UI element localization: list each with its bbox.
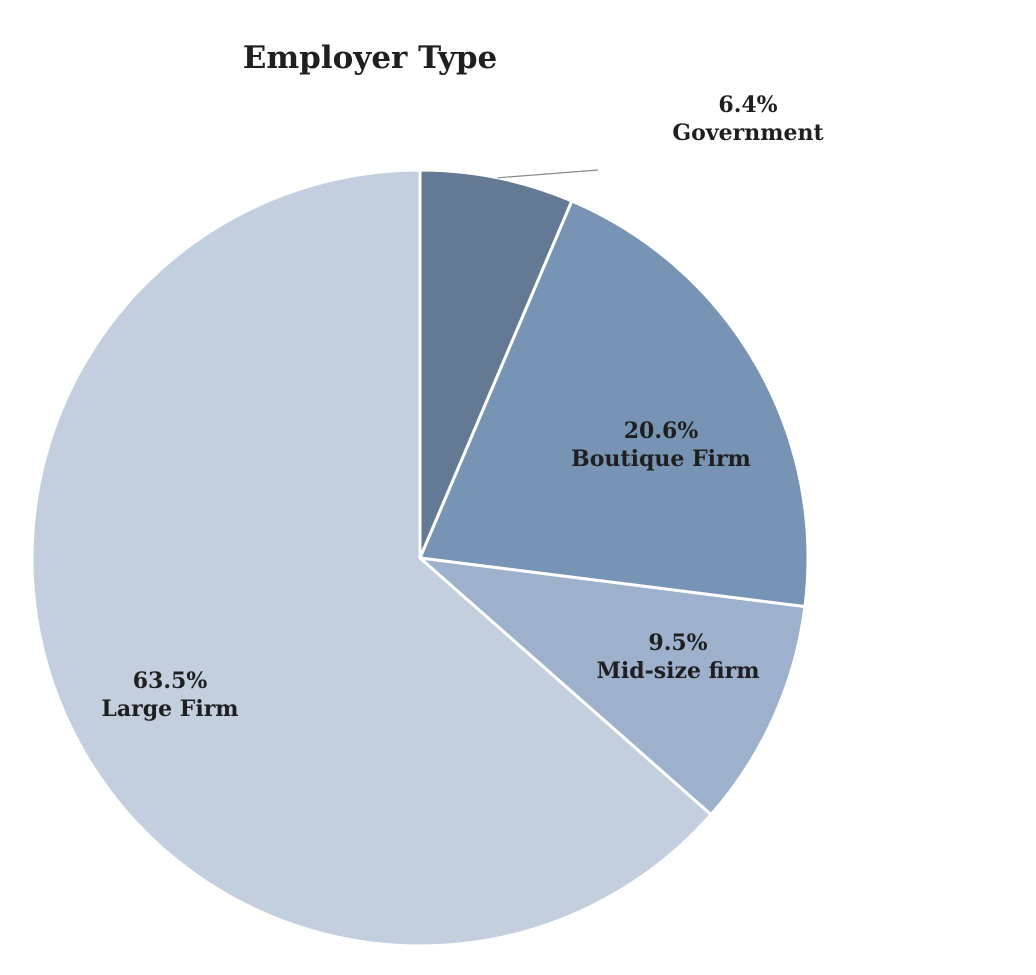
slice-category-label-boutique-firm: Boutique Firm xyxy=(571,446,751,472)
pie-slice-boutique-firm xyxy=(418,199,810,609)
chart-title: Employer Type xyxy=(243,40,498,76)
slice-category-label-large-firm: Large Firm xyxy=(101,696,238,722)
pie-slice-mid-size-firm xyxy=(418,556,807,817)
leader-line-government xyxy=(497,169,599,179)
pie-slices xyxy=(30,168,810,948)
slice-value-label-government: 6.4% xyxy=(718,92,777,118)
pie-slice-large-firm xyxy=(30,168,713,948)
slice-value-label-large-firm: 63.5% xyxy=(133,668,208,694)
slice-category-label-mid-size-firm: Mid-size firm xyxy=(597,658,760,684)
slice-value-label-mid-size-firm: 9.5% xyxy=(648,630,707,656)
slice-value-label-boutique-firm: 20.6% xyxy=(624,418,699,444)
slice-category-label-government: Government xyxy=(672,120,824,146)
pie-labels: 6.4%Government 20.6%Boutique Firm 9.5%Mid-… xyxy=(101,92,824,722)
